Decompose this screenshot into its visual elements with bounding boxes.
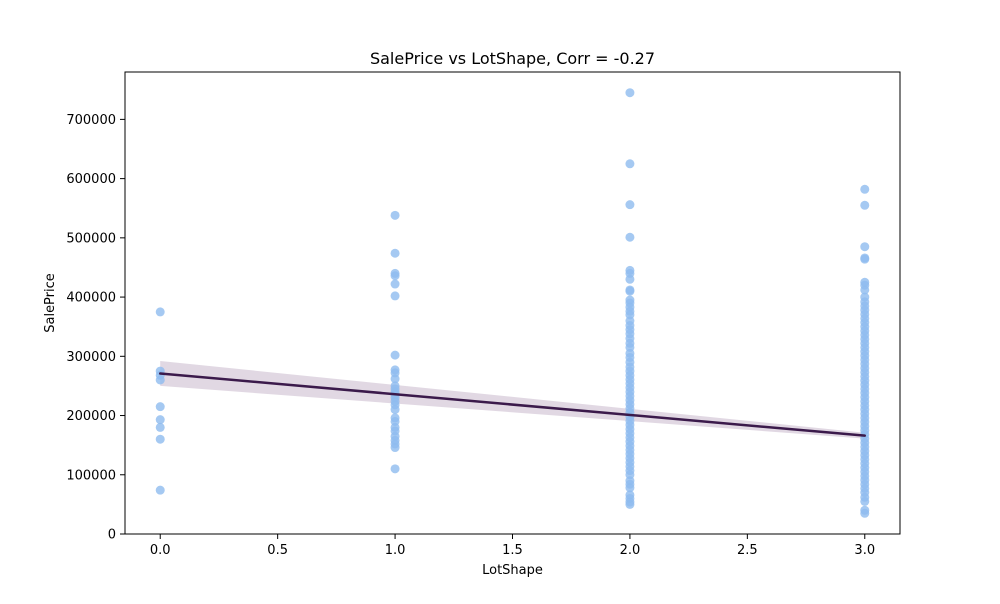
data-point: [625, 232, 635, 242]
x-tick-label: 3.0: [854, 543, 875, 558]
y-tick-label: 500000: [66, 231, 116, 246]
data-point: [860, 496, 870, 506]
y-tick-label: 600000: [66, 172, 116, 187]
x-tick-label: 2.0: [620, 543, 641, 558]
data-point: [860, 285, 870, 295]
data-point: [155, 415, 165, 425]
chart-title: SalePrice vs LotShape, Corr = -0.27: [370, 49, 655, 68]
data-point: [625, 159, 635, 169]
data-point: [390, 291, 400, 301]
data-point: [390, 279, 400, 289]
plot-area-frame: [124, 71, 901, 535]
x-tick-label: 2.5: [737, 543, 758, 558]
data-point: [390, 350, 400, 360]
y-tick-label: 300000: [66, 350, 116, 365]
y-tick-label: 0: [108, 528, 116, 543]
data-point: [625, 88, 635, 98]
data-point: [390, 443, 400, 453]
data-point: [155, 307, 165, 317]
x-axis-label: LotShape: [482, 563, 543, 578]
data-point: [390, 210, 400, 220]
x-tick-label: 0.0: [150, 543, 171, 558]
y-tick-label: 400000: [66, 291, 116, 306]
data-point: [860, 200, 870, 210]
data-point: [625, 286, 635, 296]
data-point: [390, 374, 400, 384]
x-tick-label: 0.5: [267, 543, 288, 558]
data-point: [390, 464, 400, 474]
x-tick-label: 1.5: [502, 543, 523, 558]
data-point: [625, 499, 635, 509]
y-tick-label: 100000: [66, 468, 116, 483]
data-point: [155, 485, 165, 495]
data-point: [390, 248, 400, 258]
x-tick-label: 1.0: [385, 543, 406, 558]
data-point: [625, 274, 635, 284]
data-point: [155, 422, 165, 432]
data-point: [625, 483, 635, 493]
data-points-layer: [155, 88, 870, 518]
data-point: [390, 405, 400, 415]
data-point: [860, 508, 870, 518]
regression-line-layer: [158, 372, 867, 437]
data-point: [860, 184, 870, 194]
data-point: [155, 375, 165, 385]
regression-line: [158, 372, 867, 437]
data-point: [860, 254, 870, 264]
y-tick-label: 200000: [66, 409, 116, 424]
data-point: [155, 402, 165, 412]
y-tick-label: 700000: [66, 113, 116, 128]
data-point: [390, 271, 400, 281]
data-point: [860, 242, 870, 252]
data-point: [155, 434, 165, 444]
x-axis: 0.0 0.5 1.0 1.5 2.0 2.5 3.0: [150, 534, 875, 558]
y-axis: 0 100000 200000 300000 400000 500000 600000 700…: [66, 113, 125, 543]
y-axis-label: SalePrice: [43, 273, 58, 333]
data-point: [625, 200, 635, 210]
